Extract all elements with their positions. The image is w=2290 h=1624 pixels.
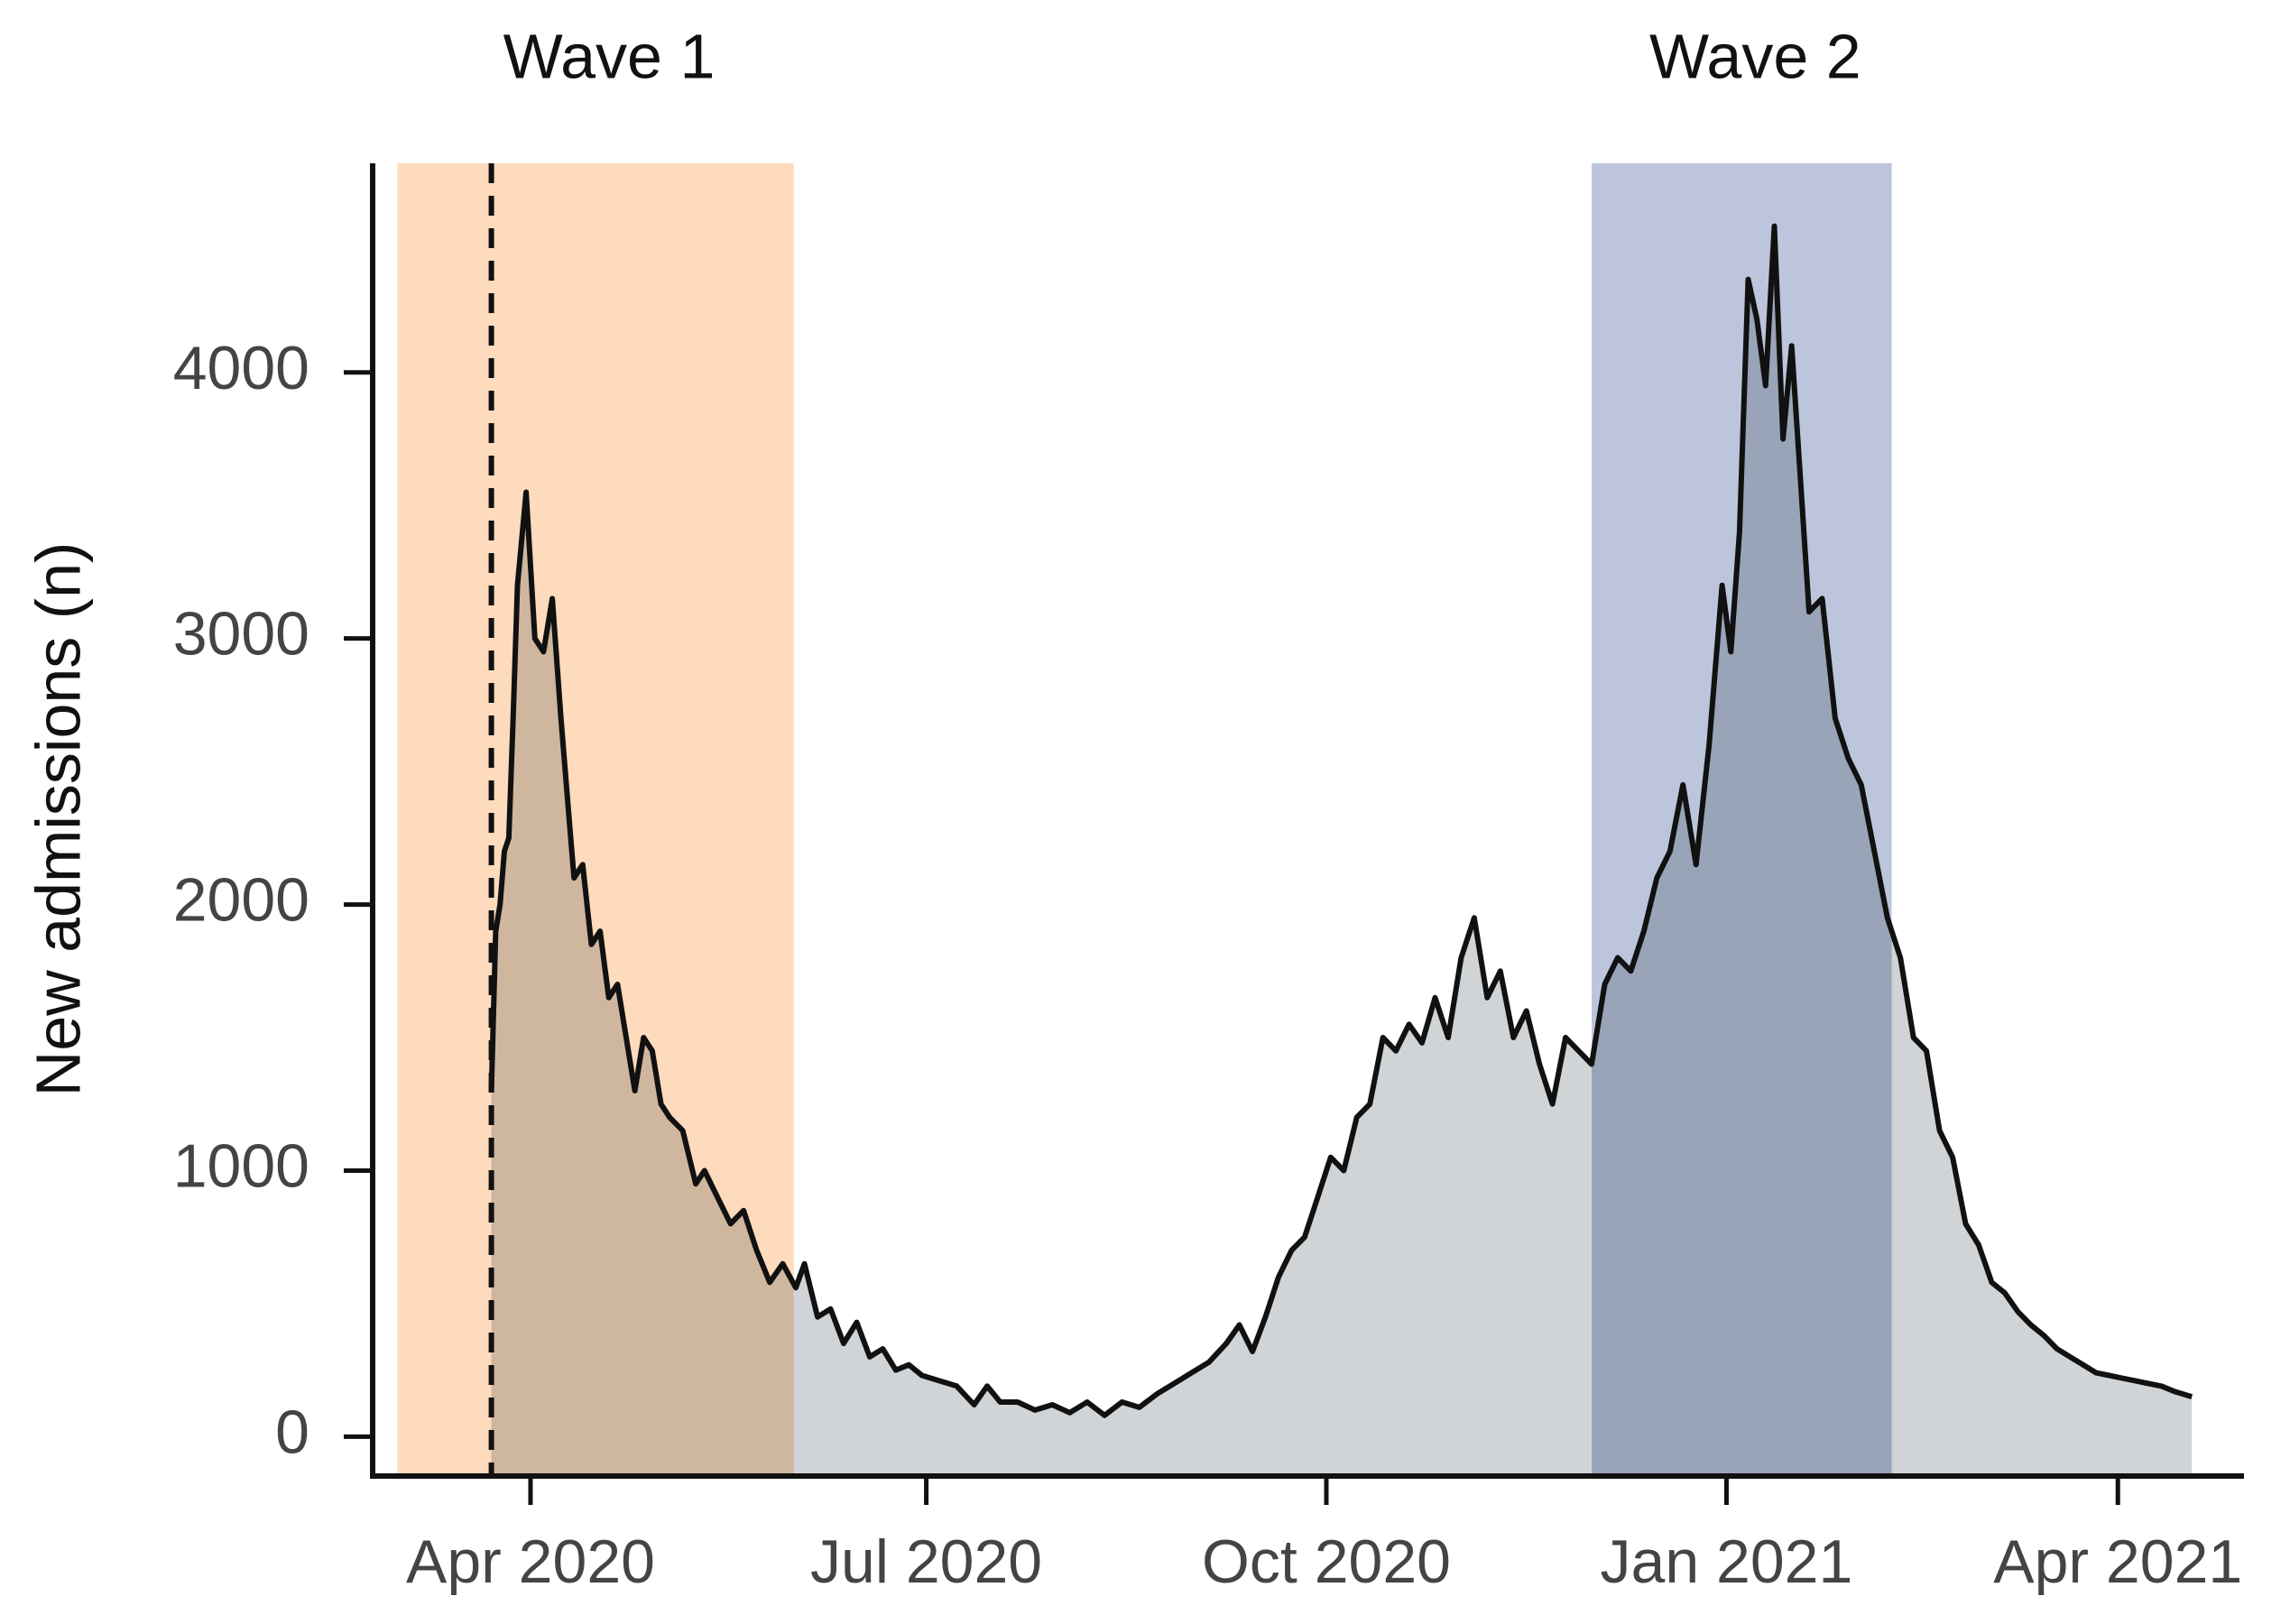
- area: [491, 226, 2193, 1477]
- y-tick-label: 2000: [173, 866, 309, 935]
- x-tick-label: Apr 2020: [406, 1527, 655, 1596]
- x-tick-label: Jan 2021: [1601, 1527, 1853, 1596]
- y-tick-label: 0: [275, 1398, 309, 1466]
- y-tick-label: 3000: [173, 600, 309, 669]
- x-tick-label: Jul 2020: [810, 1527, 1042, 1596]
- y-tick-label: 4000: [173, 334, 309, 402]
- wave-label: Wave 1: [503, 21, 716, 91]
- wave-label: Wave 2: [1649, 21, 1861, 91]
- y-axis-title: New admissions (n): [23, 542, 93, 1097]
- y-tick-label: 1000: [173, 1131, 309, 1200]
- x-tick-label: Oct 2020: [1202, 1527, 1451, 1596]
- line: [488, 223, 2193, 1418]
- x-tick-label: Apr 2021: [1993, 1527, 2242, 1596]
